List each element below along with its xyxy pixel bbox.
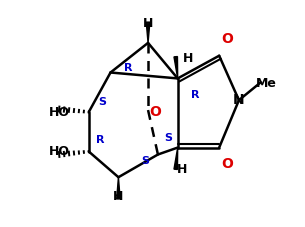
Polygon shape [174,148,178,170]
Text: S: S [164,133,172,143]
Text: H: H [113,190,124,203]
Text: O: O [149,105,161,119]
Text: O: O [221,157,233,171]
Text: H: H [182,52,193,65]
Polygon shape [174,57,178,79]
Text: N: N [233,93,245,107]
Polygon shape [117,177,120,199]
Text: R: R [124,63,133,73]
Text: H: H [177,163,187,176]
Text: HO: HO [49,145,70,158]
Text: HO: HO [49,106,70,118]
Text: R: R [96,135,105,145]
Text: H: H [143,17,153,30]
Text: O: O [221,32,233,46]
Polygon shape [146,23,150,43]
Text: S: S [141,156,149,166]
Text: Me: Me [256,77,277,90]
Text: S: S [99,97,107,107]
Text: R: R [191,90,200,100]
